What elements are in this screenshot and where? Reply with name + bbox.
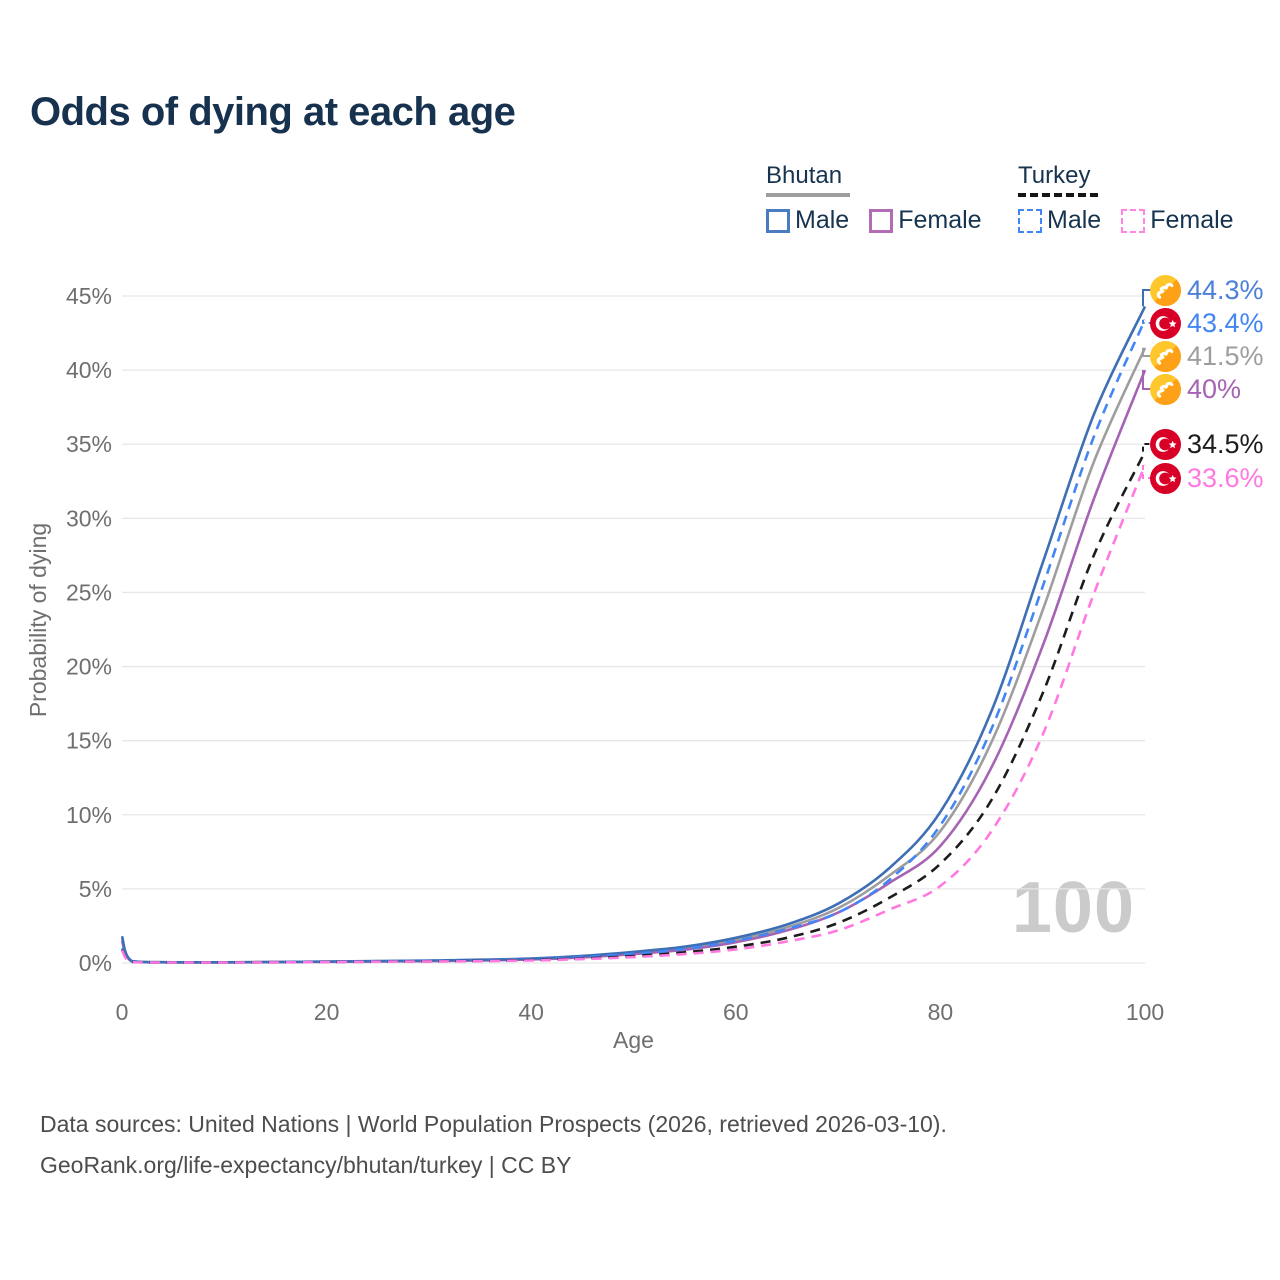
x-tick-label: 60 xyxy=(723,999,749,1025)
legend-item-turkey-male[interactable]: Male xyxy=(1018,206,1101,235)
y-tick-label: 10% xyxy=(66,802,112,828)
end-label-value: 41.5% xyxy=(1187,340,1264,371)
legend-underline-dashed xyxy=(1018,193,1098,197)
source-line-1: Data sources: United Nations | World Pop… xyxy=(40,1111,947,1137)
legend-country-bhutan: Bhutan xyxy=(766,162,843,189)
end-label-bhutan-female: 40% xyxy=(1150,372,1241,406)
end-label-bhutan-total: 41.5% xyxy=(1150,339,1264,373)
turkey-flag-icon xyxy=(1150,308,1181,339)
y-tick-label: 20% xyxy=(66,654,112,680)
series-line-bhutan-total[interactable] xyxy=(120,347,1147,964)
y-tick-label: 15% xyxy=(66,728,112,754)
end-label-value: 33.6% xyxy=(1187,462,1264,493)
y-tick-label: 25% xyxy=(66,579,112,605)
label-connector-bhutan-male xyxy=(1142,289,1151,307)
x-tick-label: 0 xyxy=(116,999,129,1025)
series-line-turkey-total[interactable] xyxy=(120,451,1147,964)
legend-item-bhutan-female[interactable]: Female xyxy=(869,206,982,235)
legend-underline-solid xyxy=(766,193,850,197)
label-connector-turkey-female xyxy=(1142,465,1151,479)
label-connector-turkey-male xyxy=(1142,319,1151,324)
y-tick-label: 0% xyxy=(79,950,112,976)
legend-item-turkey-female[interactable]: Female xyxy=(1121,206,1234,235)
y-tick-label: 5% xyxy=(79,876,112,902)
page-title: Odds of dying at each age xyxy=(30,90,516,134)
legend-group-bhutan: Bhutan Male Female xyxy=(766,162,1002,235)
x-tick-label: 20 xyxy=(314,999,340,1025)
turkey-male-swatch-icon xyxy=(1018,208,1042,233)
y-tick-label: 35% xyxy=(66,431,112,457)
legend-item-label: Female xyxy=(898,206,982,234)
legend-item-label: Male xyxy=(795,206,850,234)
bhutan-female-swatch-icon xyxy=(869,208,894,233)
bhutan-male-swatch-icon xyxy=(766,208,790,233)
series-line-turkey-male[interactable] xyxy=(120,319,1147,964)
legend-item-bhutan-male[interactable]: Male xyxy=(766,206,849,235)
turkey-flag-icon xyxy=(1150,463,1181,494)
x-tick-label: 100 xyxy=(1126,999,1164,1025)
label-connector-bhutan-total xyxy=(1142,347,1151,357)
end-label-bhutan-male: 44.3% xyxy=(1150,273,1264,307)
y-axis-title: Probability of dying xyxy=(25,523,51,717)
legend-group-turkey: Turkey Male Female xyxy=(1018,162,1254,235)
bhutan-flag-icon xyxy=(1150,275,1181,306)
turkey-flag-icon xyxy=(1150,429,1181,460)
y-tick-label: 30% xyxy=(66,505,112,531)
bhutan-flag-icon xyxy=(1150,374,1181,405)
source-line-2: GeoRank.org/life-expectancy/bhutan/turke… xyxy=(40,1152,572,1178)
watermark-age-100: 100 xyxy=(1011,868,1135,948)
x-tick-label: 80 xyxy=(928,999,954,1025)
turkey-female-swatch-icon xyxy=(1121,208,1146,233)
y-tick-label: 40% xyxy=(66,357,112,383)
series-line-bhutan-male[interactable] xyxy=(120,305,1147,964)
bhutan-flag-icon xyxy=(1150,341,1181,372)
end-label-turkey-female: 33.6% xyxy=(1150,461,1264,495)
source-attribution: Data sources: United Nations | World Pop… xyxy=(40,1104,947,1186)
legend: Bhutan Male Female Turkey Male xyxy=(0,162,1280,242)
legend-item-label: Female xyxy=(1150,206,1234,234)
end-label-value: 40% xyxy=(1187,373,1242,404)
end-label-turkey-total: 34.5% xyxy=(1150,427,1264,461)
x-tick-label: 40 xyxy=(518,999,544,1025)
label-connector-turkey-total xyxy=(1142,443,1151,452)
end-label-value: 34.5% xyxy=(1187,428,1264,459)
legend-country-turkey: Turkey xyxy=(1018,162,1091,189)
end-label-value: 43.4% xyxy=(1187,307,1264,338)
x-axis-title: Age xyxy=(613,1027,654,1053)
end-label-turkey-male: 43.4% xyxy=(1150,306,1264,340)
legend-item-label: Male xyxy=(1047,206,1102,234)
label-connector-bhutan-female xyxy=(1142,370,1151,390)
y-tick-label: 45% xyxy=(66,283,112,309)
end-label-value: 44.3% xyxy=(1187,274,1264,305)
